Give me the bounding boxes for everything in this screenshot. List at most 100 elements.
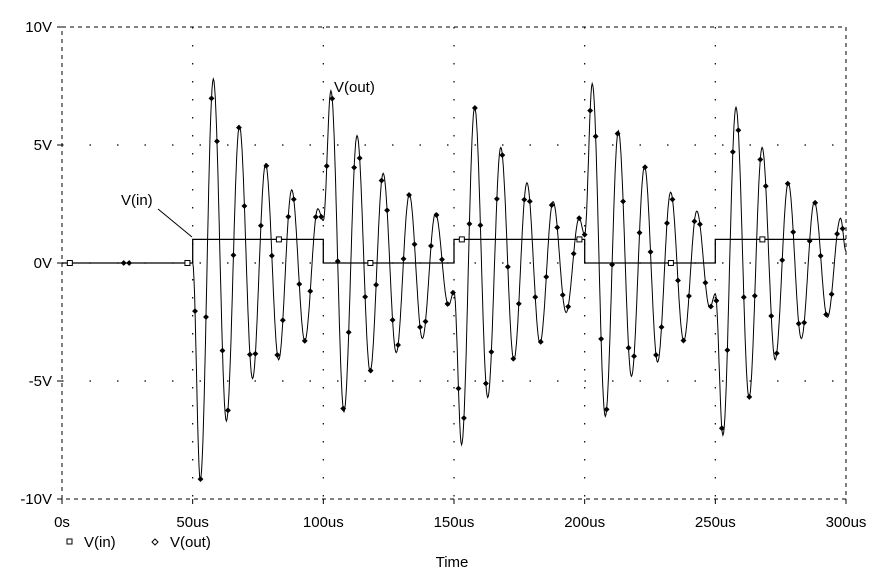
x-tick-label: 0s xyxy=(54,514,70,531)
vout-data-point xyxy=(301,337,308,344)
vout-data-point xyxy=(208,95,215,102)
vout-data-point xyxy=(576,215,583,222)
vout-data-point xyxy=(351,164,358,171)
vout-data-point xyxy=(675,277,681,284)
vout-data-point xyxy=(548,202,555,209)
vout-data-point xyxy=(235,124,242,131)
vout-data-point xyxy=(707,303,714,310)
vout-data-point xyxy=(647,248,654,255)
vout-data-point xyxy=(345,329,352,336)
vout-data-point xyxy=(373,281,380,288)
vout-data-point xyxy=(417,324,423,331)
vout-data-point xyxy=(400,255,407,262)
y-tick-label: 5V xyxy=(34,137,52,154)
x-tick-label: 200us xyxy=(564,514,605,531)
vout-data-point xyxy=(428,242,434,249)
vout-data-point xyxy=(801,319,808,326)
vout-data-point xyxy=(757,156,764,163)
legend: V(in) V(out) xyxy=(66,534,211,551)
vout-data-point xyxy=(444,300,451,307)
vout-data-point xyxy=(378,177,385,184)
x-tick-label: 300us xyxy=(826,514,867,531)
vout-data-point xyxy=(570,250,577,257)
vout-data-point xyxy=(257,222,264,229)
vin-data-point xyxy=(66,260,73,266)
vout-data-point xyxy=(499,152,506,159)
vout-data-point xyxy=(488,349,495,355)
vout-data-point xyxy=(537,338,544,345)
vout-data-point xyxy=(664,220,670,227)
vout-data-point xyxy=(614,130,621,137)
vin-data-point xyxy=(576,236,583,243)
vout-data-point xyxy=(631,353,637,360)
vout-data-point xyxy=(246,351,253,358)
vout-data-point xyxy=(609,261,616,268)
vout-data-point xyxy=(466,220,473,227)
vout-data-point xyxy=(389,317,396,323)
vout-data-point xyxy=(795,320,802,327)
vout-data-point xyxy=(532,294,539,301)
legend-vout-label: V(out) xyxy=(170,534,211,551)
vout-data-point xyxy=(422,318,429,325)
vout-data-point xyxy=(598,335,605,342)
vout-data-point xyxy=(587,107,594,114)
vout-data-point xyxy=(642,164,648,171)
vout-data-point xyxy=(493,195,500,202)
vout-data-point xyxy=(241,203,248,209)
vout-data-point xyxy=(192,308,198,315)
vout-data-point xyxy=(334,258,341,265)
vout-data-point xyxy=(252,350,259,357)
vout-data-point xyxy=(521,196,528,203)
vout-data-point xyxy=(691,218,698,225)
vin-data-point xyxy=(458,236,465,243)
vout-data-point xyxy=(625,344,632,351)
y-tick-label: 0V xyxy=(34,255,52,272)
vout-data-point xyxy=(768,313,775,319)
vout-data-point xyxy=(406,192,412,198)
vout-data-point xyxy=(197,476,204,483)
vout-data-point xyxy=(729,149,736,155)
marker-group xyxy=(66,95,846,483)
vout-data-point xyxy=(323,163,330,169)
vout-data-point xyxy=(718,425,725,432)
vout-data-point xyxy=(296,281,303,288)
y-tick-label: 10V xyxy=(25,19,52,36)
vout-data-point xyxy=(395,342,401,348)
vout-data-point xyxy=(504,263,511,270)
vout-data-point xyxy=(680,337,687,344)
vout-data-point xyxy=(433,212,440,218)
vout-data-point xyxy=(268,252,275,259)
vout-data-point xyxy=(817,252,824,259)
y-tick-label: -5V xyxy=(29,373,52,390)
vout-data-point xyxy=(740,294,747,301)
vin-data-point xyxy=(667,260,674,266)
vout-data-point xyxy=(762,183,769,189)
x-tick-label: 150us xyxy=(434,514,475,531)
vout-data-point xyxy=(290,196,297,203)
vout-data-point xyxy=(279,317,286,324)
vout-data-point xyxy=(356,155,363,162)
vout-data-point xyxy=(263,162,270,169)
vout-data-point xyxy=(790,229,797,235)
vout-data-point xyxy=(834,230,841,237)
legend-vout-marker-icon xyxy=(151,538,159,546)
vout-data-point xyxy=(477,222,484,229)
vout-data-point xyxy=(806,238,813,244)
vout-data-point xyxy=(828,291,835,298)
vout-data-point xyxy=(120,260,127,266)
vout-data-point xyxy=(329,95,336,102)
vin-data-point xyxy=(275,236,282,243)
vin-data-point xyxy=(759,236,766,243)
vout-data-point xyxy=(482,380,489,387)
vout-data-point xyxy=(658,324,665,331)
legend-vin-label: V(in) xyxy=(84,534,116,551)
vout-data-point xyxy=(784,180,791,187)
vout-data-point xyxy=(839,225,846,232)
vout-data-point xyxy=(713,297,720,304)
x-tick-label: 250us xyxy=(695,514,736,531)
vin-data-point xyxy=(367,260,374,266)
vout-data-point xyxy=(367,367,374,374)
vout-data-point xyxy=(686,293,692,299)
vout-data-point xyxy=(581,231,588,238)
